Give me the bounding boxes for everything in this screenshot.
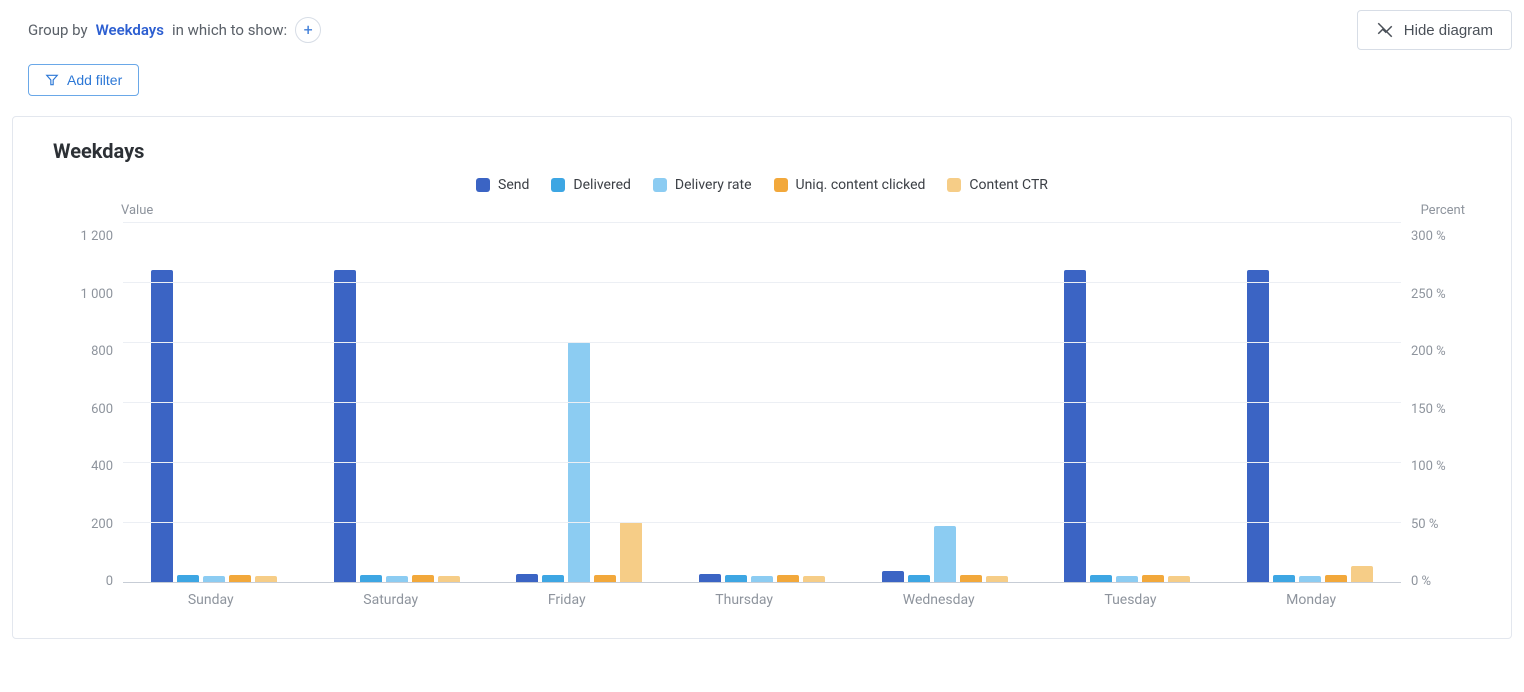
- right-axis-title: Percent: [1421, 203, 1469, 218]
- legend-label: Content CTR: [969, 177, 1048, 193]
- add-filter-row: Add filter: [12, 56, 1512, 110]
- legend-label: Delivered: [573, 177, 630, 193]
- grid-line: [123, 342, 1401, 343]
- bar[interactable]: [1064, 270, 1086, 582]
- legend-item[interactable]: Delivered: [551, 177, 630, 193]
- x-label: Saturday: [363, 592, 418, 608]
- chart-legend: Send Delivered Delivery rate Uniq. content …: [53, 177, 1471, 193]
- add-metric-button[interactable]: +: [295, 17, 321, 43]
- group-by-label: Group by: [28, 21, 88, 39]
- legend-item[interactable]: Content CTR: [947, 177, 1048, 193]
- hide-diagram-label: Hide diagram: [1404, 22, 1493, 39]
- y-left-tick: 200: [53, 517, 123, 532]
- y-left-tick: 800: [53, 344, 123, 359]
- legend-label: Uniq. content clicked: [796, 177, 926, 193]
- y-right-tick: 50 %: [1401, 517, 1471, 532]
- x-label: Sunday: [188, 592, 234, 608]
- bar[interactable]: [1273, 575, 1295, 582]
- y-right-tick: 0 %: [1401, 574, 1471, 589]
- x-label: Wednesday: [903, 592, 975, 608]
- grid-line: [123, 282, 1401, 283]
- grid-line: [123, 462, 1401, 463]
- bar[interactable]: [516, 574, 538, 582]
- y-axis-left: 1 2001 0008006004002000: [53, 222, 123, 582]
- bar[interactable]: [725, 575, 747, 582]
- y-left-tick: 1 200: [53, 229, 123, 244]
- legend-swatch: [653, 178, 667, 192]
- bar[interactable]: [620, 522, 642, 582]
- legend-swatch: [947, 178, 961, 192]
- x-label: Tuesday: [1104, 592, 1156, 608]
- bar[interactable]: [934, 526, 956, 582]
- y-left-tick: 0: [53, 574, 123, 589]
- bar[interactable]: [908, 575, 930, 582]
- bar[interactable]: [542, 575, 564, 582]
- x-axis-labels: Sunday Saturday Friday Thursday Wednesday Tue…: [53, 592, 1471, 608]
- grid-line: [123, 402, 1401, 403]
- y-left-tick: 1 000: [53, 287, 123, 302]
- y-left-tick: 400: [53, 459, 123, 474]
- legend-item[interactable]: Send: [476, 177, 529, 193]
- bar[interactable]: [360, 575, 382, 582]
- legend-swatch: [476, 178, 490, 192]
- plot-area: [123, 222, 1401, 582]
- group-by-value[interactable]: Weekdays: [96, 21, 164, 39]
- y-right-tick: 200 %: [1401, 344, 1471, 359]
- legend-label: Send: [498, 177, 529, 193]
- y-right-tick: 150 %: [1401, 402, 1471, 417]
- bar[interactable]: [594, 575, 616, 582]
- legend-item[interactable]: Delivery rate: [653, 177, 752, 193]
- y-right-tick: 100 %: [1401, 459, 1471, 474]
- bar[interactable]: [1142, 575, 1164, 582]
- chart-panel: Weekdays Send Delivered Delivery rate Uniq.…: [12, 116, 1512, 639]
- add-filter-button[interactable]: Add filter: [28, 64, 139, 96]
- chart: 1 2001 0008006004002000 300 %250 %200 %1…: [53, 222, 1471, 582]
- filter-icon: [45, 73, 59, 87]
- bar[interactable]: [699, 574, 721, 582]
- x-label: Thursday: [715, 592, 773, 608]
- axis-titles: Value Percent: [53, 203, 1471, 222]
- bar[interactable]: [177, 575, 199, 582]
- grid-line: [123, 222, 1401, 223]
- hide-diagram-button[interactable]: Hide diagram: [1357, 10, 1512, 50]
- baseline: [123, 582, 1401, 583]
- legend-label: Delivery rate: [675, 177, 752, 193]
- add-filter-label: Add filter: [67, 72, 122, 88]
- y-left-tick: 600: [53, 402, 123, 417]
- x-label: Friday: [548, 592, 586, 608]
- top-bar: Group by Weekdays in which to show: + Hi…: [12, 0, 1512, 56]
- bar[interactable]: [229, 575, 251, 582]
- x-label: Monday: [1286, 592, 1336, 608]
- hide-diagram-icon: [1376, 21, 1394, 39]
- y-right-tick: 250 %: [1401, 287, 1471, 302]
- bar[interactable]: [882, 571, 904, 582]
- y-right-tick: 300 %: [1401, 229, 1471, 244]
- y-axis-right: 300 %250 %200 %150 %100 %50 %0 %: [1401, 222, 1471, 582]
- bar[interactable]: [334, 270, 356, 582]
- legend-item[interactable]: Uniq. content clicked: [774, 177, 926, 193]
- legend-swatch: [774, 178, 788, 192]
- bar[interactable]: [151, 270, 173, 582]
- legend-swatch: [551, 178, 565, 192]
- grid-line: [123, 522, 1401, 523]
- bar[interactable]: [1090, 575, 1112, 582]
- bar[interactable]: [960, 575, 982, 582]
- panel-title: Weekdays: [53, 139, 1471, 163]
- bar[interactable]: [1351, 566, 1373, 582]
- group-by-row: Group by Weekdays in which to show: +: [28, 17, 321, 43]
- bar[interactable]: [777, 575, 799, 582]
- bar[interactable]: [1247, 270, 1269, 582]
- left-axis-title: Value: [121, 203, 153, 218]
- plus-icon: +: [304, 22, 313, 38]
- bar[interactable]: [1325, 575, 1347, 582]
- bar[interactable]: [412, 575, 434, 582]
- in-which-label: in which to show:: [172, 21, 287, 39]
